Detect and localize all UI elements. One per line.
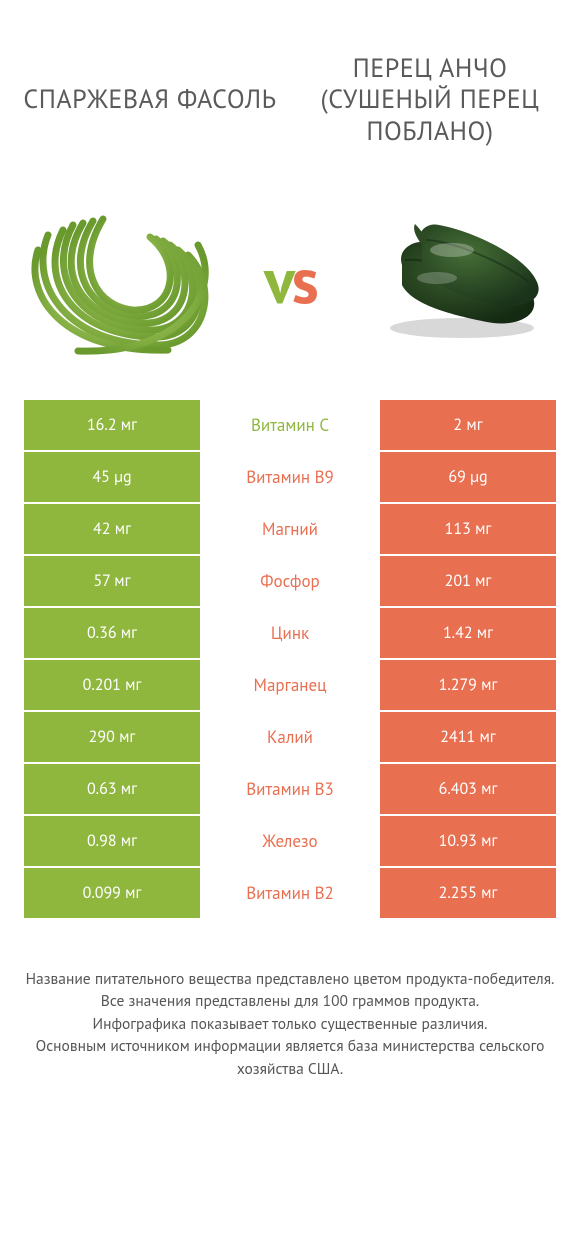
left-product-title: СПАРЖЕВАЯ ФАСОЛЬ [20, 84, 280, 115]
table-row: 0.201 мгМарганец1.279 мг [24, 660, 556, 712]
left-value-cell: 42 мг [24, 504, 200, 554]
right-value-cell: 113 мг [380, 504, 556, 554]
right-product-image [352, 195, 562, 365]
table-row: 42 мгМагний113 мг [24, 504, 556, 556]
vs-s-letter: s [292, 238, 316, 321]
right-value-cell: 69 µg [380, 452, 556, 502]
nutrient-label: Витамин B3 [200, 764, 380, 814]
table-row: 45 µgВитамин B969 µg [24, 452, 556, 504]
poblano-peppers-icon [367, 210, 547, 350]
footer-notes: Название питательного вещества представл… [0, 920, 580, 1100]
nutrient-label: Железо [200, 816, 380, 866]
footer-line-3: Инфографика показывает только существенн… [24, 1013, 556, 1035]
left-value-cell: 16.2 мг [24, 400, 200, 450]
table-row: 0.98 мгЖелезо10.93 мг [24, 816, 556, 868]
nutrient-label: Марганец [200, 660, 380, 710]
images-row: vs [0, 180, 580, 380]
right-value-cell: 1.279 мг [380, 660, 556, 710]
nutrient-label: Калий [200, 712, 380, 762]
nutrient-label: Витамин B9 [200, 452, 380, 502]
nutrient-label: Цинк [200, 608, 380, 658]
left-value-cell: 57 мг [24, 556, 200, 606]
right-value-cell: 6.403 мг [380, 764, 556, 814]
footer-line-4: Основным источником информации является … [24, 1035, 556, 1080]
green-beans-icon [18, 195, 228, 365]
table-row: 0.63 мгВитамин B36.403 мг [24, 764, 556, 816]
nutrient-label: Магний [200, 504, 380, 554]
left-value-cell: 0.63 мг [24, 764, 200, 814]
nutrient-label: Витамин C [200, 400, 380, 450]
left-value-cell: 290 мг [24, 712, 200, 762]
left-value-cell: 0.099 мг [24, 868, 200, 918]
table-row: 57 мгФосфор201 мг [24, 556, 556, 608]
nutrient-label: Витамин B2 [200, 868, 380, 918]
right-value-cell: 2 мг [380, 400, 556, 450]
right-value-cell: 1.42 мг [380, 608, 556, 658]
left-value-cell: 0.36 мг [24, 608, 200, 658]
right-product-title: ПЕРЕЦ АНЧО (СУШЕНЫЙ ПЕРЕЦ ПОБЛАНО) [300, 53, 560, 147]
right-value-cell: 201 мг [380, 556, 556, 606]
vs-label: vs [264, 248, 316, 312]
table-row: 16.2 мгВитамин C2 мг [24, 400, 556, 452]
table-row: 290 мгКалий2411 мг [24, 712, 556, 764]
table-row: 0.099 мгВитамин B22.255 мг [24, 868, 556, 920]
left-value-cell: 0.98 мг [24, 816, 200, 866]
footer-line-1: Название питательного вещества представл… [24, 968, 556, 990]
comparison-table: 16.2 мгВитамин C2 мг45 µgВитамин B969 µg… [0, 380, 580, 920]
right-value-cell: 2411 мг [380, 712, 556, 762]
titles-row: СПАРЖЕВАЯ ФАСОЛЬ ПЕРЕЦ АНЧО (СУШЕНЫЙ ПЕР… [0, 0, 580, 180]
footer-line-2: Все значения представлены для 100 граммо… [24, 990, 556, 1012]
nutrient-label: Фосфор [200, 556, 380, 606]
left-product-image [18, 195, 228, 365]
right-value-cell: 2.255 мг [380, 868, 556, 918]
right-value-cell: 10.93 мг [380, 816, 556, 866]
left-value-cell: 45 µg [24, 452, 200, 502]
table-row: 0.36 мгЦинк1.42 мг [24, 608, 556, 660]
vs-v-letter: v [264, 238, 292, 321]
left-value-cell: 0.201 мг [24, 660, 200, 710]
